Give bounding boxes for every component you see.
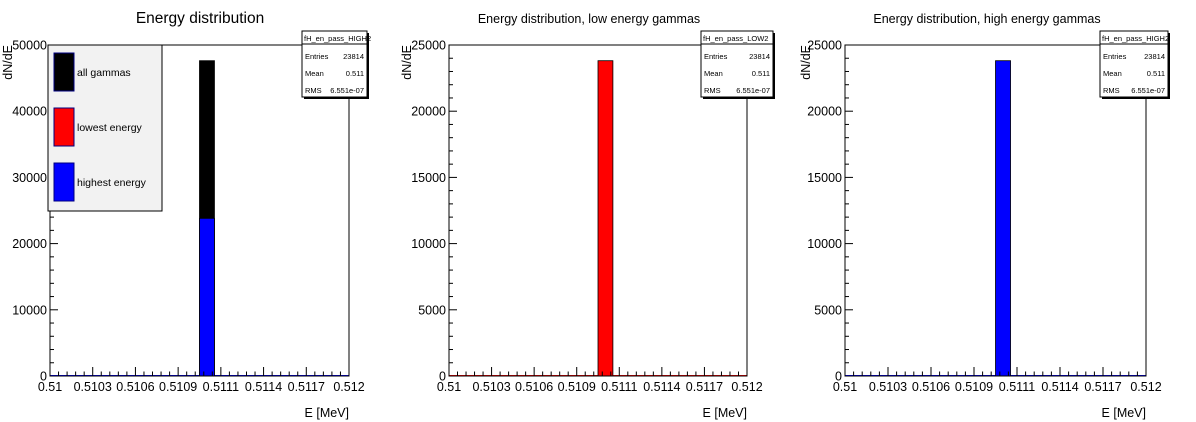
stats-key: RMS <box>1103 86 1120 95</box>
stats-key: RMS <box>305 86 322 95</box>
stats-value: 6.551e-07 <box>1131 86 1165 95</box>
chart-energy-distribution: Energy distribution 0 10000 20000 30000 40000… <box>1 10 371 420</box>
y-tick-label: 10000 <box>12 303 47 317</box>
y-tick-label: 15000 <box>807 171 842 185</box>
x-tick-label: 0.5103 <box>472 380 510 394</box>
legend-label: highest energy <box>77 177 147 189</box>
x-tick-label: 0.5117 <box>1084 380 1121 394</box>
chart-title: Energy distribution <box>136 10 264 27</box>
y-tick-label: 25000 <box>807 39 842 53</box>
y-tick-label: 30000 <box>12 171 47 185</box>
stats-name: fH_en_pass_HIGH2 <box>1102 34 1169 43</box>
legend-swatch <box>53 107 75 147</box>
y-tick-label: 5000 <box>814 303 842 317</box>
stats-box <box>700 30 774 98</box>
stats-value: 0.511 <box>1147 69 1165 78</box>
stats-box <box>1099 30 1169 98</box>
y-axis-label: dN/dE <box>400 45 414 80</box>
x-tick-label: 0.5114 <box>1041 380 1078 394</box>
stats-key: Mean <box>305 69 324 78</box>
x-tick-label: 0.5109 <box>159 380 197 394</box>
x-tick-label: 0.5114 <box>245 380 282 394</box>
y-tick-label: 5000 <box>418 303 446 317</box>
x-tick-label: 0.512 <box>731 380 762 394</box>
x-tick-label: 0.5109 <box>558 380 596 394</box>
x-axis-label: E [MeV] <box>305 406 349 420</box>
y-tick-label: 25000 <box>411 39 446 53</box>
x-tick-label: 0.5106 <box>116 380 154 394</box>
y-axis-label: dN/dE <box>799 45 813 80</box>
stats-value: 23814 <box>343 52 364 61</box>
x-axis-label: E [MeV] <box>703 406 747 420</box>
x-tick-label: 0.51 <box>38 380 62 394</box>
stats-value: 6.551e-07 <box>736 86 770 95</box>
chart-low-energy-gammas: Energy distribution, low energy gammas 0 5… <box>400 12 775 420</box>
stats-key: Mean <box>1103 69 1122 78</box>
x-axis-label: E [MeV] <box>1102 406 1146 420</box>
x-tick-label: 0.5103 <box>869 380 907 394</box>
stats-key: Entries <box>1103 52 1127 61</box>
legend-label: lowest energy <box>77 122 143 134</box>
x-tick-label: 0.51 <box>437 380 461 394</box>
y-tick-label: 50000 <box>12 39 47 53</box>
y-tick-label: 0 <box>439 370 446 384</box>
chart-title: Energy distribution, high energy gammas <box>873 12 1100 26</box>
stats-value: 23814 <box>749 52 770 61</box>
x-tick-label: 0.5103 <box>74 380 112 394</box>
bar-series-0 <box>995 60 1011 377</box>
x-tick-label: 0.5106 <box>515 380 553 394</box>
bar-highest-energy <box>199 217 215 377</box>
stats-value: 0.511 <box>346 69 364 78</box>
bar-series-0 <box>597 60 614 377</box>
stats-name: fH_en_pass_LOW2 <box>703 34 768 43</box>
stats-value: 6.551e-07 <box>330 86 364 95</box>
legend-label: all gammas <box>77 67 131 79</box>
stats-key: Entries <box>305 52 329 61</box>
x-tick-label: 0.51 <box>833 380 857 394</box>
stats-box <box>301 30 368 98</box>
legend-swatch <box>53 52 75 92</box>
y-axis-label: dN/dE <box>1 45 15 80</box>
x-tick-label: 0.512 <box>1130 380 1161 394</box>
stats-key: Entries <box>704 52 728 61</box>
y-tick-label: 10000 <box>807 237 842 251</box>
x-tick-label: 0.5114 <box>643 380 680 394</box>
x-tick-label: 0.5109 <box>955 380 993 394</box>
chart-title: Energy distribution, low energy gammas <box>478 12 700 26</box>
y-tick-label: 0 <box>835 370 842 384</box>
plot-frame <box>448 44 748 377</box>
stats-key: Mean <box>704 69 723 78</box>
x-tick-label: 0.5111 <box>601 380 637 394</box>
y-tick-label: 15000 <box>411 171 446 185</box>
y-tick-label: 20000 <box>411 105 446 119</box>
legend-swatch <box>53 162 75 202</box>
y-tick-label: 20000 <box>807 105 842 119</box>
stats-value: 0.511 <box>752 69 770 78</box>
x-tick-label: 0.512 <box>333 380 364 394</box>
x-tick-label: 0.5106 <box>912 380 950 394</box>
x-tick-label: 0.5111 <box>999 380 1035 394</box>
y-tick-label: 40000 <box>12 105 47 119</box>
stats-value: 23814 <box>1144 52 1165 61</box>
x-tick-label: 0.5117 <box>288 380 325 394</box>
y-tick-label: 0 <box>40 370 47 384</box>
x-tick-label: 0.5111 <box>203 380 239 394</box>
y-tick-label: 20000 <box>12 237 47 251</box>
y-tick-label: 10000 <box>411 237 446 251</box>
stats-name: fH_en_pass_HIGH2 <box>304 34 371 43</box>
plot-frame <box>844 44 1147 377</box>
stats-key: RMS <box>704 86 721 95</box>
chart-high-energy-gammas: Energy distribution, high energy gammas 0… <box>799 12 1170 420</box>
x-tick-label: 0.5117 <box>686 380 723 394</box>
